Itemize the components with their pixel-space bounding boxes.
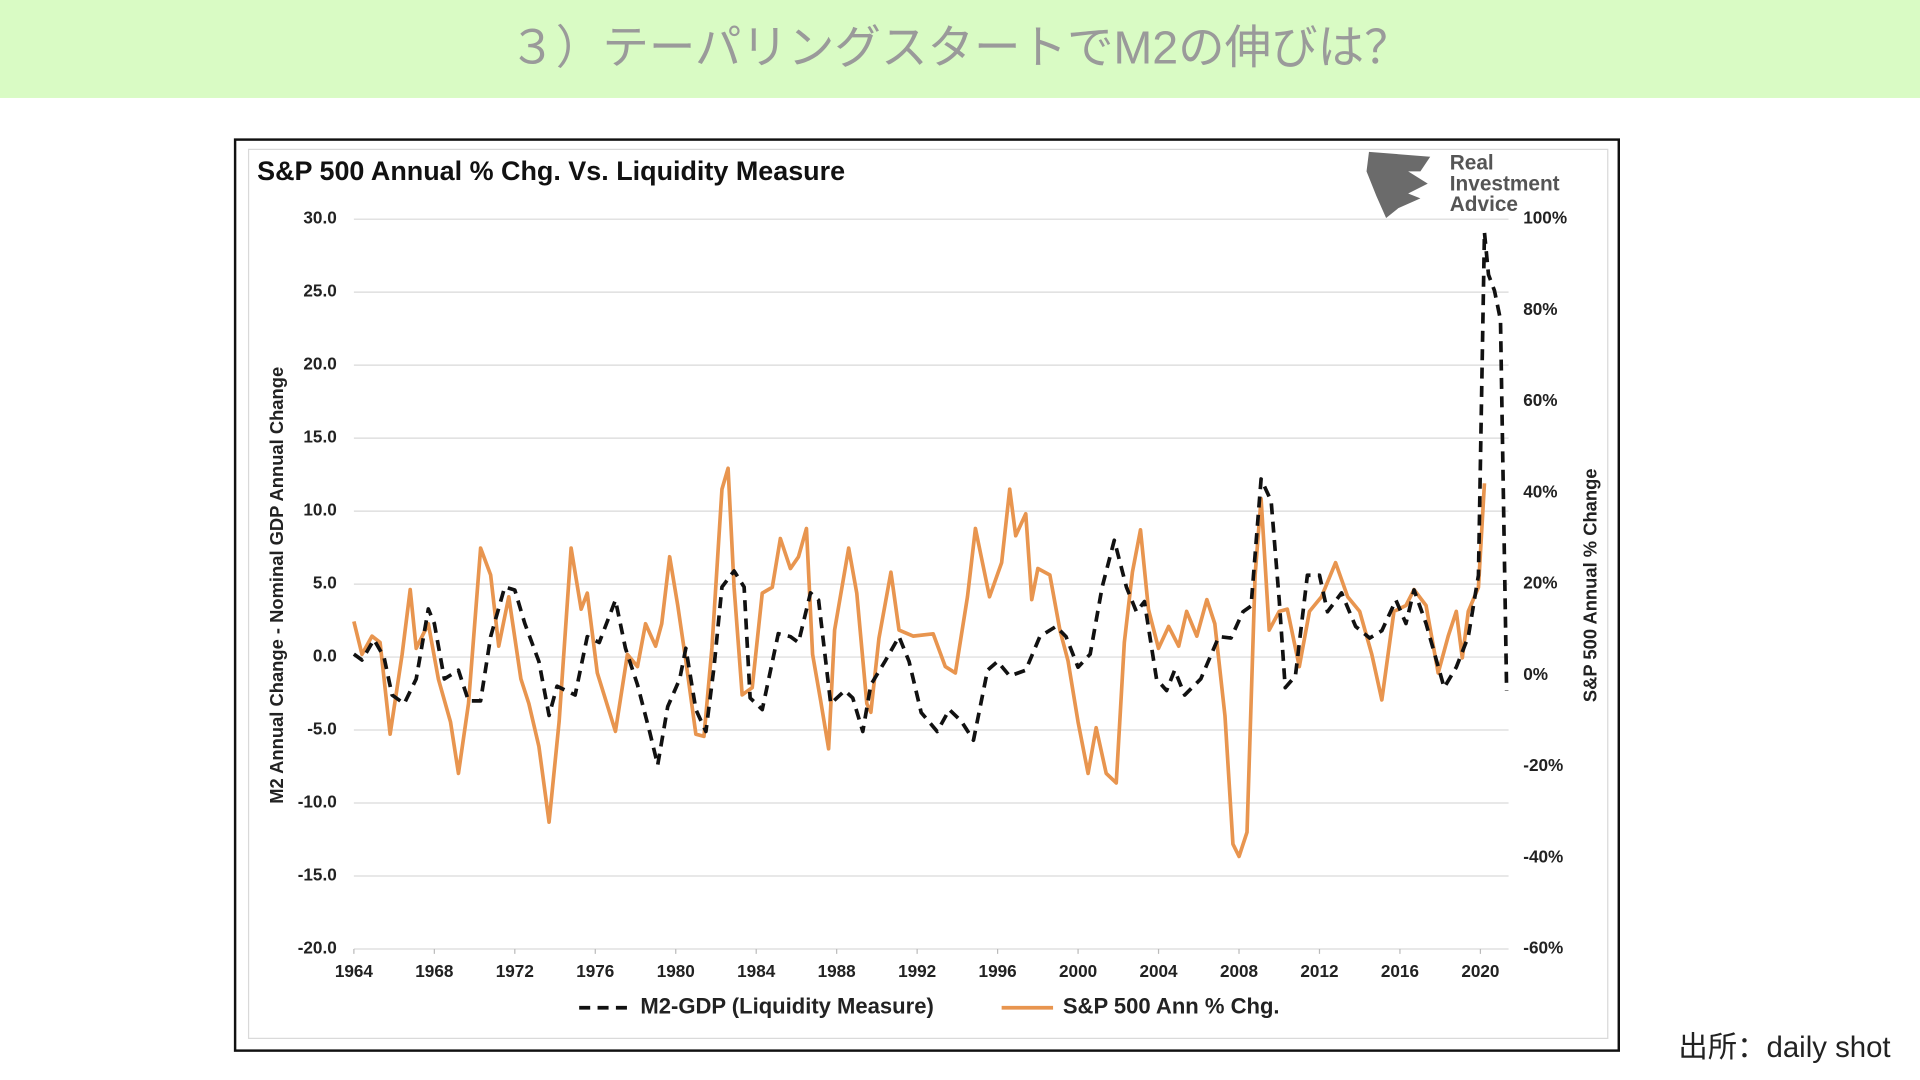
- legend-label: M2-GDP (Liquidity Measure): [640, 994, 933, 1019]
- y-tick-label: -15.0: [298, 865, 337, 885]
- logo-text: Real: [1450, 152, 1494, 175]
- y2-tick-label: 40%: [1523, 481, 1557, 501]
- x-tick-label: 1968: [415, 961, 453, 981]
- y-tick-label: 5.0: [313, 573, 337, 593]
- header-band: [0, 0, 1920, 98]
- y2-axis-label: S&P 500 Annual % Change: [1580, 468, 1601, 702]
- chart-frame: [233, 138, 1620, 1052]
- x-tick-label: 1996: [979, 961, 1017, 981]
- slide-title: ３）テーパリングスタートでM2の伸びは？: [509, 22, 1410, 74]
- x-tick-label: 2012: [1300, 961, 1338, 981]
- y-tick-label: 30.0: [303, 208, 336, 228]
- y-tick-label: -20.0: [298, 938, 337, 958]
- y-axis-label: M2 Annual Change - Nominal GDP Annual Ch…: [266, 367, 287, 804]
- x-tick-label: 1964: [335, 961, 374, 981]
- y-tick-label: -5.0: [307, 719, 337, 739]
- plot-border: [247, 148, 1609, 1039]
- legend-label: S&P 500 Ann % Chg.: [1063, 994, 1280, 1019]
- y2-tick-label: 80%: [1523, 299, 1557, 319]
- x-tick-label: 2004: [1139, 961, 1178, 981]
- y-tick-label: 15.0: [303, 427, 336, 447]
- x-tick-label: 1980: [657, 961, 695, 981]
- x-tick-label: 1972: [496, 961, 534, 981]
- x-tick-label: 2016: [1381, 961, 1419, 981]
- x-tick-label: 1988: [818, 961, 856, 981]
- x-tick-label: 1976: [576, 961, 614, 981]
- logo-icon: [1366, 151, 1431, 218]
- series-line: [352, 466, 1487, 859]
- source-note: 出所：daily shot: [1678, 1031, 1890, 1064]
- x-tick-label: 2008: [1220, 961, 1258, 981]
- y2-tick-label: -20%: [1523, 755, 1563, 775]
- x-tick-label: 2020: [1461, 961, 1499, 981]
- y2-tick-label: 0%: [1523, 664, 1548, 684]
- x-tick-label: 1984: [737, 961, 776, 981]
- y-tick-label: 0.0: [313, 646, 337, 666]
- y2-tick-label: -40%: [1523, 846, 1563, 866]
- y2-tick-label: 100%: [1523, 208, 1567, 228]
- logo-text: Investment: [1450, 172, 1560, 195]
- chart-title: S&P 500 Annual % Chg. Vs. Liquidity Meas…: [257, 156, 845, 186]
- logo-text: Advice: [1450, 193, 1518, 216]
- y-tick-label: 25.0: [303, 281, 336, 301]
- y-tick-label: 10.0: [303, 500, 336, 520]
- x-tick-label: 1992: [898, 961, 936, 981]
- y-tick-label: 20.0: [303, 354, 336, 374]
- x-tick-label: 2000: [1059, 961, 1097, 981]
- series-line: [352, 230, 1509, 767]
- y2-tick-label: 20%: [1523, 573, 1557, 593]
- y2-tick-label: -60%: [1523, 938, 1563, 958]
- logo: Real Investment Advice: [1366, 151, 1560, 218]
- y2-tick-label: 60%: [1523, 390, 1557, 410]
- y-tick-label: -10.0: [298, 792, 337, 812]
